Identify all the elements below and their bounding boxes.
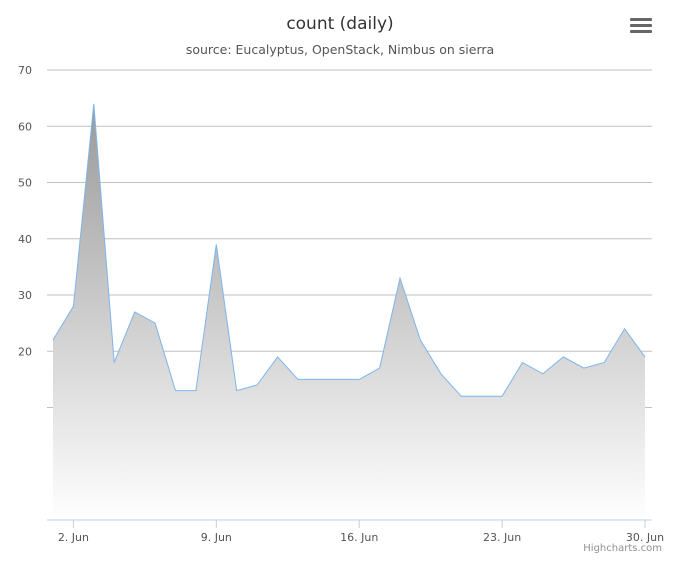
hamburger-menu-icon[interactable]	[630, 18, 652, 38]
y-tick-label: 70	[18, 64, 32, 77]
data-point[interactable]	[333, 373, 345, 385]
y-tick-label: 50	[18, 177, 32, 190]
data-point[interactable]	[169, 385, 181, 397]
x-tick-label: 9. Jun	[201, 531, 232, 544]
data-point[interactable]	[394, 272, 406, 284]
data-point[interactable]	[476, 390, 488, 402]
x-tick-label: 16. Jun	[340, 531, 378, 544]
data-point[interactable]	[374, 362, 386, 374]
y-tick-label: 40	[18, 233, 32, 246]
x-tick-label: 23. Jun	[483, 531, 521, 544]
data-point[interactable]	[414, 334, 426, 346]
data-point[interactable]	[496, 390, 508, 402]
data-point[interactable]	[88, 98, 100, 110]
data-point[interactable]	[455, 390, 467, 402]
y-tick-label: 20	[18, 345, 32, 358]
data-point[interactable]	[292, 373, 304, 385]
data-point[interactable]	[108, 357, 120, 369]
x-tick-label: 2. Jun	[58, 531, 89, 544]
data-point[interactable]	[619, 323, 631, 335]
x-tick-label: 30. Jun	[626, 531, 664, 544]
data-point[interactable]	[47, 334, 59, 346]
data-point[interactable]	[149, 317, 161, 329]
series-area	[53, 103, 645, 521]
credits-link[interactable]: Highcharts.com	[583, 543, 662, 554]
data-point[interactable]	[639, 351, 651, 363]
data-point[interactable]	[435, 368, 447, 380]
chart-subtitle: source: Eucalyptus, OpenStack, Nimbus on…	[185, 42, 495, 57]
data-point[interactable]	[129, 306, 141, 318]
data-point[interactable]	[517, 357, 529, 369]
data-point[interactable]	[190, 385, 202, 397]
data-point[interactable]	[353, 373, 365, 385]
data-point[interactable]	[578, 362, 590, 374]
data-point[interactable]	[537, 368, 549, 380]
data-point[interactable]	[272, 351, 284, 363]
chart-title: count (daily)	[286, 14, 394, 34]
data-point[interactable]	[312, 373, 324, 385]
y-tick-label: 60	[18, 120, 32, 133]
data-point[interactable]	[210, 238, 222, 250]
data-point[interactable]	[251, 379, 263, 391]
data-point[interactable]	[67, 300, 79, 312]
data-point[interactable]	[231, 385, 243, 397]
series-line	[52, 103, 646, 397]
y-tick-label: 30	[18, 289, 32, 302]
data-point[interactable]	[557, 351, 569, 363]
data-point[interactable]	[598, 357, 610, 369]
